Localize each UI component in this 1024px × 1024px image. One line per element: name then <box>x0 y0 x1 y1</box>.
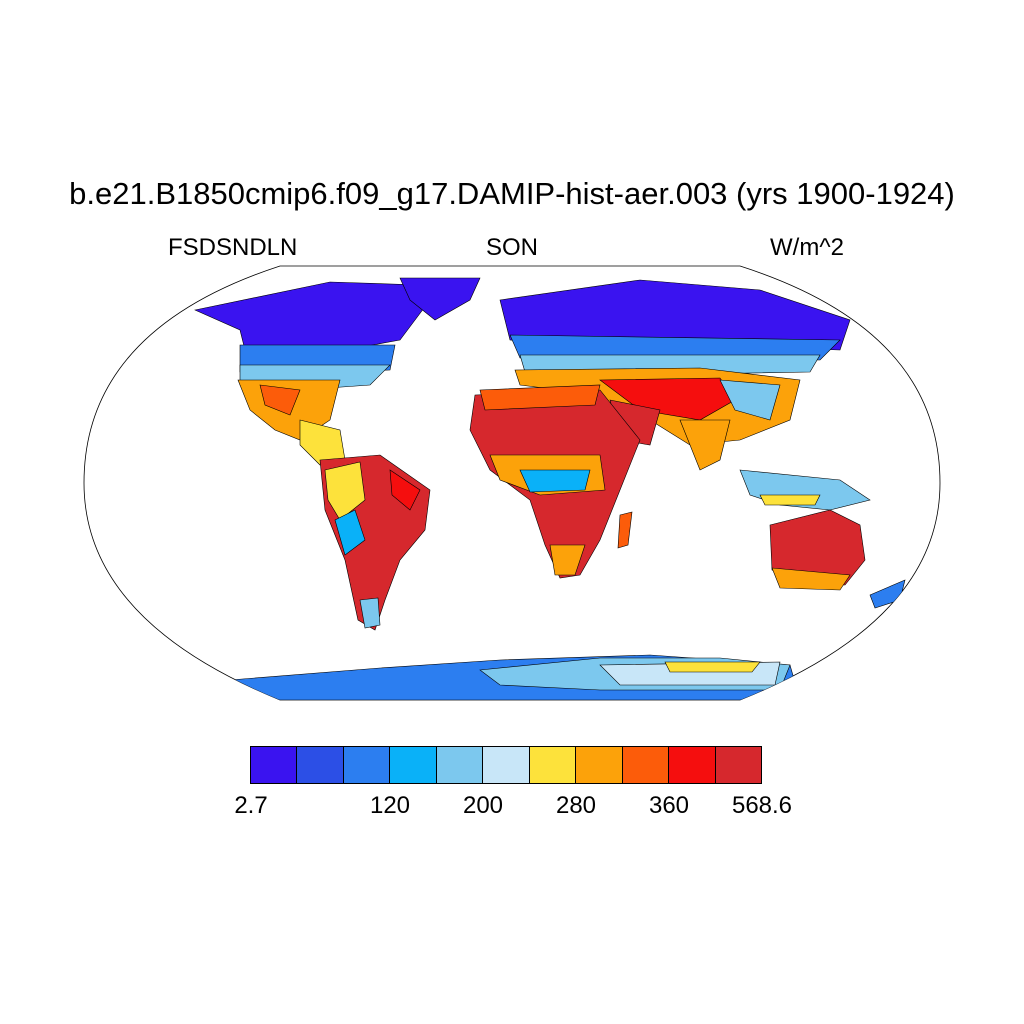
units-label: W/m^2 <box>770 234 844 261</box>
colorbar-label: 200 <box>462 792 504 819</box>
colorbar-label: 568.6 <box>731 792 793 819</box>
antarctica <box>229 654 801 700</box>
colorbar-swatch <box>622 747 670 783</box>
colorbar-label: 280 <box>555 792 597 819</box>
north-america <box>194 281 431 466</box>
plot-title: b.e21.B1850cmip6.f09_g17.DAMIP-hist-aer.… <box>69 176 955 211</box>
australia <box>769 509 866 591</box>
colorbar-swatch <box>343 747 391 783</box>
colorbar-swatch <box>436 747 484 783</box>
colorbar-swatch <box>390 747 437 783</box>
greenland <box>399 277 481 321</box>
variable-name: FSDSNDLN <box>168 234 298 261</box>
colorbar-label: 2.7 <box>234 792 268 819</box>
south-america <box>319 454 431 631</box>
colorbar <box>250 746 762 784</box>
season-label: SON <box>485 234 538 261</box>
colorbar-swatch <box>529 747 577 783</box>
colorbar-swatch <box>251 747 298 783</box>
colorbar-swatch <box>297 747 344 783</box>
colorbar-swatch <box>715 747 761 783</box>
africa <box>469 384 641 579</box>
colorbar-swatch <box>669 747 716 783</box>
colorbar-swatch <box>483 747 530 783</box>
colorbar-swatch <box>576 747 623 783</box>
colorbar-label: 360 <box>648 792 690 819</box>
colorbar-label: 120 <box>369 792 411 819</box>
